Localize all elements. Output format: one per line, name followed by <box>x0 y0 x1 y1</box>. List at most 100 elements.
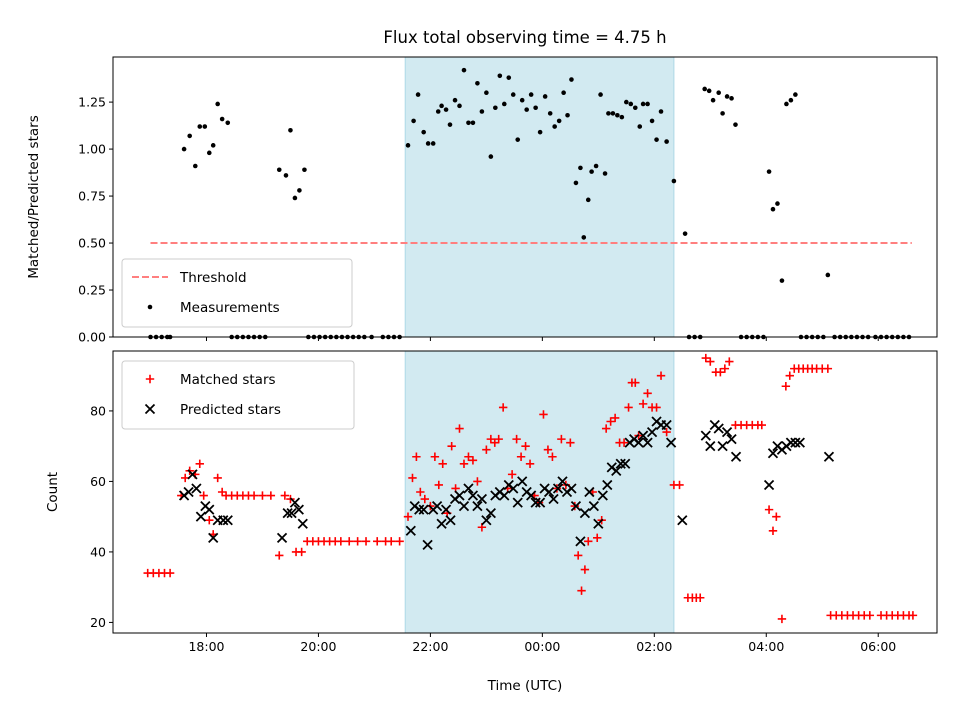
matched-point <box>772 512 781 521</box>
matched-point <box>557 434 566 444</box>
matched-point <box>280 491 290 500</box>
matched-point <box>652 403 661 412</box>
measurement-point <box>716 90 721 96</box>
y-tick-label: 1.00 <box>78 142 106 157</box>
predicted-point <box>282 508 293 519</box>
legend-label: Threshold <box>179 270 247 286</box>
shaded-interval <box>405 351 674 633</box>
predicted-point <box>713 423 724 434</box>
predicted-point <box>463 483 474 494</box>
axes-frame <box>112 56 938 338</box>
matched-point <box>656 371 666 380</box>
matched-point <box>785 371 794 380</box>
measurement-point <box>593 163 599 169</box>
measurement-point <box>779 278 785 283</box>
predicted-point <box>637 430 649 441</box>
predicted-point <box>665 437 677 448</box>
measurement-point <box>556 118 562 124</box>
measurement-point <box>210 143 216 148</box>
x-axis-label: Time (UTC) <box>487 678 563 694</box>
measurement-point <box>632 105 638 111</box>
measurement-point <box>519 97 525 103</box>
measurement-point <box>569 77 574 82</box>
measurement-point <box>649 118 655 124</box>
predicted-point <box>721 426 733 438</box>
matched-point <box>205 516 214 525</box>
predicted-point <box>575 536 586 547</box>
predicted-point <box>557 476 568 487</box>
predicted-point <box>548 493 559 505</box>
predicted-point <box>588 500 599 512</box>
series-predicted-stars <box>178 416 835 551</box>
measurement-point <box>181 146 187 152</box>
measurement-point <box>466 120 471 126</box>
measurement-point <box>581 235 587 240</box>
predicted-point <box>611 465 622 476</box>
measurement-point <box>733 122 738 127</box>
y-tick-label: 1.25 <box>78 95 106 110</box>
predicted-point <box>517 476 528 487</box>
x-tick-label: 06:00 <box>860 639 896 654</box>
matched-point <box>725 357 734 366</box>
legend-label: Matched stars <box>180 372 276 388</box>
matched-point <box>610 413 620 423</box>
matched-point <box>865 611 875 620</box>
y-tick-label: 80 <box>90 403 106 418</box>
matched-point <box>213 473 222 483</box>
y-tick-label: 0.25 <box>78 283 106 298</box>
matched-point <box>701 353 711 363</box>
matched-point <box>345 537 354 546</box>
measurement-point <box>302 167 307 173</box>
predicted-point <box>730 451 742 462</box>
predicted-point <box>763 479 775 491</box>
top-axes: 0.00 0.25 0.50 0.75 1.00 1.25 Threshold Measure… <box>78 56 938 345</box>
measurement-point <box>411 118 416 124</box>
predicted-point <box>602 479 613 491</box>
measurement-point <box>206 150 212 156</box>
measurement-point <box>192 163 198 169</box>
matched-point <box>823 364 833 373</box>
predicted-point <box>677 515 688 526</box>
y-tick-label: 0.50 <box>78 236 106 251</box>
measurement-point <box>187 133 192 139</box>
measurement-point <box>573 180 579 186</box>
measurement-point <box>682 231 688 236</box>
measurement-point <box>493 105 498 111</box>
matched-point <box>696 593 705 602</box>
matched-point <box>662 427 671 437</box>
matched-point <box>395 537 404 546</box>
measurement-point <box>475 81 480 86</box>
matched-point <box>447 441 456 451</box>
matched-point <box>631 378 640 387</box>
measurement-point <box>598 92 603 97</box>
measurement-point <box>510 92 516 97</box>
predicted-point <box>646 426 658 438</box>
measurement-point <box>552 124 557 129</box>
measurement-point <box>443 107 449 112</box>
matched-point <box>606 417 615 426</box>
measurement-point <box>292 195 298 201</box>
measurement-point <box>720 111 725 116</box>
y-tick-label: 0.75 <box>78 189 106 204</box>
matched-point <box>403 512 413 521</box>
measurement-point <box>825 272 831 278</box>
measurement-point <box>283 173 289 178</box>
measurement-point <box>729 96 734 101</box>
shaded-interval <box>405 57 674 337</box>
matched-point <box>516 452 526 461</box>
predicted-point <box>276 532 288 543</box>
measurement-point <box>628 101 634 107</box>
matched-point <box>420 494 429 504</box>
measurement-point <box>542 94 548 99</box>
matched-point <box>275 551 284 560</box>
matched-point <box>455 424 464 433</box>
predicted-point <box>293 504 304 515</box>
matched-point <box>764 505 774 514</box>
measurement-point <box>775 201 780 206</box>
matched-point <box>584 537 593 546</box>
predicted-point <box>615 458 626 469</box>
matched-point <box>482 445 491 454</box>
measurement-point <box>415 92 421 97</box>
y-tick-label: 40 <box>90 544 106 559</box>
